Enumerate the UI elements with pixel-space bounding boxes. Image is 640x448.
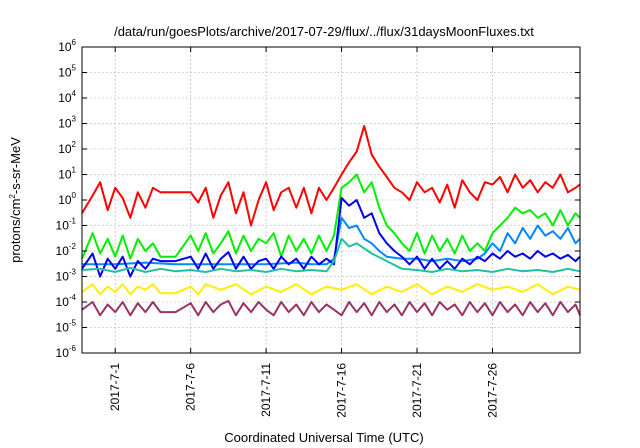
series-line bbox=[81, 299, 581, 317]
y-axis-ticks: 10-6 10-5 10-4 10-3 10-2 10-1 100 101 102 103 104 1… bbox=[56, 38, 580, 360]
y-tick-label: 10-4 bbox=[56, 293, 77, 309]
x-axis-ticks: 2017-7-1 2017-7-6 2017-7-11 2017-7-16 2017-7… bbox=[108, 47, 499, 418]
series-line bbox=[81, 173, 581, 260]
y-tick-label: 105 bbox=[58, 64, 76, 80]
x-tick-label: 2017-7-11 bbox=[259, 363, 273, 417]
grid bbox=[82, 47, 580, 353]
y-tick-label: 100 bbox=[58, 191, 76, 207]
x-tick-label: 2017-7-1 bbox=[108, 363, 122, 411]
x-tick-label: 2017-7-16 bbox=[335, 363, 349, 418]
y-tick-label: 102 bbox=[58, 140, 76, 156]
y-tick-label: 101 bbox=[58, 166, 76, 182]
y-axis-label-rest: -s-sr-MeV bbox=[8, 137, 23, 194]
y-axis-label-main: protons/cm bbox=[8, 199, 23, 263]
x-axis-label: Coordinated Universal Time (UTC) bbox=[224, 430, 423, 445]
chart-title: /data/run/goesPlots/archive/2017-07-29/f… bbox=[114, 24, 534, 39]
series-lines bbox=[81, 125, 581, 317]
x-tick-label: 2017-7-26 bbox=[485, 363, 499, 418]
y-axis-label-sup: 2 bbox=[8, 194, 17, 199]
y-tick-label: 10-5 bbox=[56, 319, 77, 335]
y-tick-label: 10-1 bbox=[56, 217, 77, 233]
y-tick-label: 10-2 bbox=[56, 242, 77, 258]
y-axis-label: protons/cm2-s-sr-MeV bbox=[8, 137, 23, 263]
series-line bbox=[81, 197, 581, 278]
y-tick-label: 106 bbox=[58, 38, 76, 54]
y-tick-label: 10-6 bbox=[56, 344, 77, 360]
y-tick-label: 103 bbox=[58, 115, 76, 131]
x-tick-label: 2017-7-6 bbox=[184, 363, 198, 411]
series-line bbox=[81, 283, 581, 296]
y-tick-label: 10-3 bbox=[56, 268, 77, 284]
x-tick-label: 2017-7-21 bbox=[410, 363, 424, 418]
series-line bbox=[81, 125, 581, 227]
y-tick-label: 104 bbox=[58, 89, 76, 105]
series-line bbox=[81, 237, 581, 273]
